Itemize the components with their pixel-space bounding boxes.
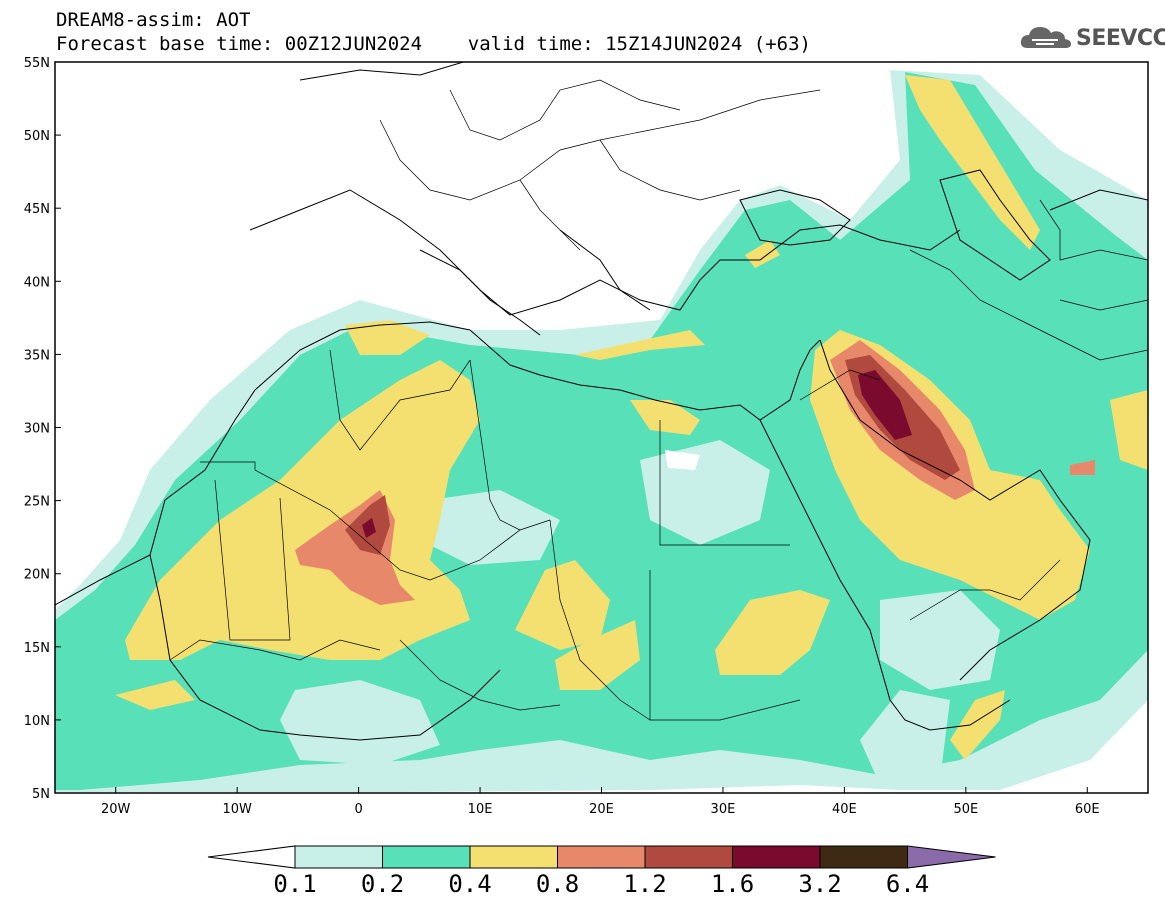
lat-tick-label: 50N [24, 129, 50, 144]
lat-tick-label: 20N [24, 568, 50, 583]
borders [169, 79, 1148, 721]
lon-tick-label: 20W [101, 802, 131, 817]
lat-tick-label: 45N [24, 202, 50, 217]
cloud-icon [1020, 27, 1071, 48]
lat-tick-label: 30N [24, 422, 50, 437]
lat-tick-label: 15N [24, 641, 50, 656]
colorbar-tick-label: 0.1 [273, 870, 317, 898]
colorbar-tick-label: 6.4 [885, 870, 930, 898]
colorbar-segment [557, 845, 646, 869]
aot-field [55, 62, 1148, 793]
lon-tick-label: 30E [711, 802, 736, 817]
colorbar-over-arrow [907, 845, 996, 869]
colorbar-tick-label: 0.8 [535, 870, 580, 898]
chart-subtitle: Forecast base time: 00Z12JUN2024 valid t… [56, 33, 811, 55]
lat-tick-label: 55N [24, 56, 50, 71]
colorbar-tick-label: 3.2 [798, 870, 842, 898]
lon-tick-label: 40E [832, 802, 857, 817]
lat-tick-label: 5N [32, 787, 50, 802]
coastlines [55, 62, 1148, 741]
colorbar-segment [382, 845, 471, 869]
seevccc-logo: SEEVCCC [1018, 22, 1165, 56]
colorbar-segment [732, 845, 821, 869]
colorbar-under-arrow [207, 845, 296, 869]
lon-tick-label: 60E [1075, 802, 1100, 817]
lon-tick-label: 0 [354, 802, 362, 817]
lat-tick-label: 35N [24, 348, 50, 363]
colorbar-tick-label: 0.2 [360, 870, 405, 898]
lon-tick-label: 20E [589, 802, 614, 817]
lat-tick-label: 25N [24, 495, 50, 510]
colorbar-segment [294, 845, 383, 869]
longitude-ticks: 20W 10W 0 10E 20E 30E 40E 50E 60E [101, 787, 1100, 817]
lat-tick-label: 10N [24, 714, 50, 729]
latitude-ticks: 55N 50N 45N 40N 35N 30N 25N 20N 15N 10N 5N [24, 56, 61, 802]
lat-tick-label: 40N [24, 275, 50, 290]
colorbar-segment [819, 845, 908, 869]
colorbar-segment [469, 845, 558, 869]
logo-text: SEEVCCC [1076, 26, 1165, 51]
colorbar-tick-label: 1.6 [710, 870, 755, 898]
colorbar-tick-label: 0.4 [448, 870, 492, 898]
colorbar-tick-label: 1.2 [623, 870, 667, 898]
lon-tick-label: 50E [953, 802, 978, 817]
lon-tick-label: 10W [222, 802, 252, 817]
lon-tick-label: 10E [468, 802, 493, 817]
colorbar-segment [644, 845, 733, 869]
colorbar [207, 845, 996, 869]
chart-title: DREAM8-assim: AOT [56, 9, 251, 31]
